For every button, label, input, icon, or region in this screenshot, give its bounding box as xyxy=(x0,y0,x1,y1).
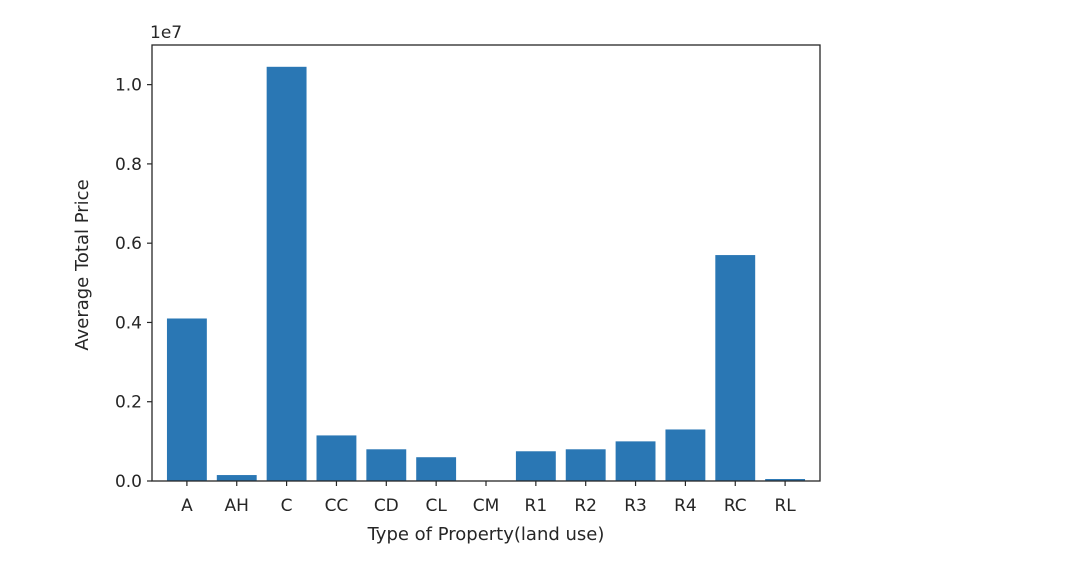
x-tick-label: CC xyxy=(325,496,349,516)
x-tick-label: R4 xyxy=(674,496,697,516)
y-tick-label: 0.2 xyxy=(115,393,142,413)
x-tick-label: AH xyxy=(225,496,249,516)
bars-group xyxy=(166,66,806,482)
x-tick-label: R3 xyxy=(624,496,647,516)
y-tick-label: 1.0 xyxy=(115,76,142,96)
bar-r4 xyxy=(665,429,706,481)
y-offset-text: 1e7 xyxy=(150,23,182,43)
x-axis-label: Type of Property(land use) xyxy=(367,524,605,545)
x-tick-label: RC xyxy=(724,496,747,516)
bar-r3 xyxy=(615,441,656,481)
bar-cd xyxy=(366,449,407,481)
y-axis: 0.0 0.2 0.4 0.6 0.8 1.0 xyxy=(115,76,152,492)
x-tick-label: A xyxy=(181,496,193,516)
x-tick-label: CL xyxy=(425,496,447,516)
bar-rc xyxy=(715,255,756,481)
x-tick-label: RL xyxy=(774,496,796,516)
y-tick-label: 0.8 xyxy=(115,155,142,175)
x-tick-label: CM xyxy=(473,496,500,516)
bar-c xyxy=(266,66,307,482)
x-tick-label: CD xyxy=(374,496,399,516)
bar-rl xyxy=(765,479,806,481)
x-tick-label: C xyxy=(281,496,293,516)
x-axis: A AH C CC CD CL CM R1 R2 R3 R4 RC RL xyxy=(181,481,796,516)
bar-r2 xyxy=(565,449,606,481)
x-tick-label: R2 xyxy=(574,496,597,516)
y-tick-label: 0.0 xyxy=(115,472,142,492)
y-axis-label: Average Total Price xyxy=(72,179,93,350)
bar-a xyxy=(166,318,207,481)
bar-r1 xyxy=(515,451,556,481)
y-tick-label: 0.6 xyxy=(115,234,142,254)
bar-ah xyxy=(216,475,257,481)
x-tick-label: R1 xyxy=(525,496,548,516)
bar-cl xyxy=(416,457,457,481)
bar-cc xyxy=(316,435,357,481)
y-tick-label: 0.4 xyxy=(115,313,142,333)
